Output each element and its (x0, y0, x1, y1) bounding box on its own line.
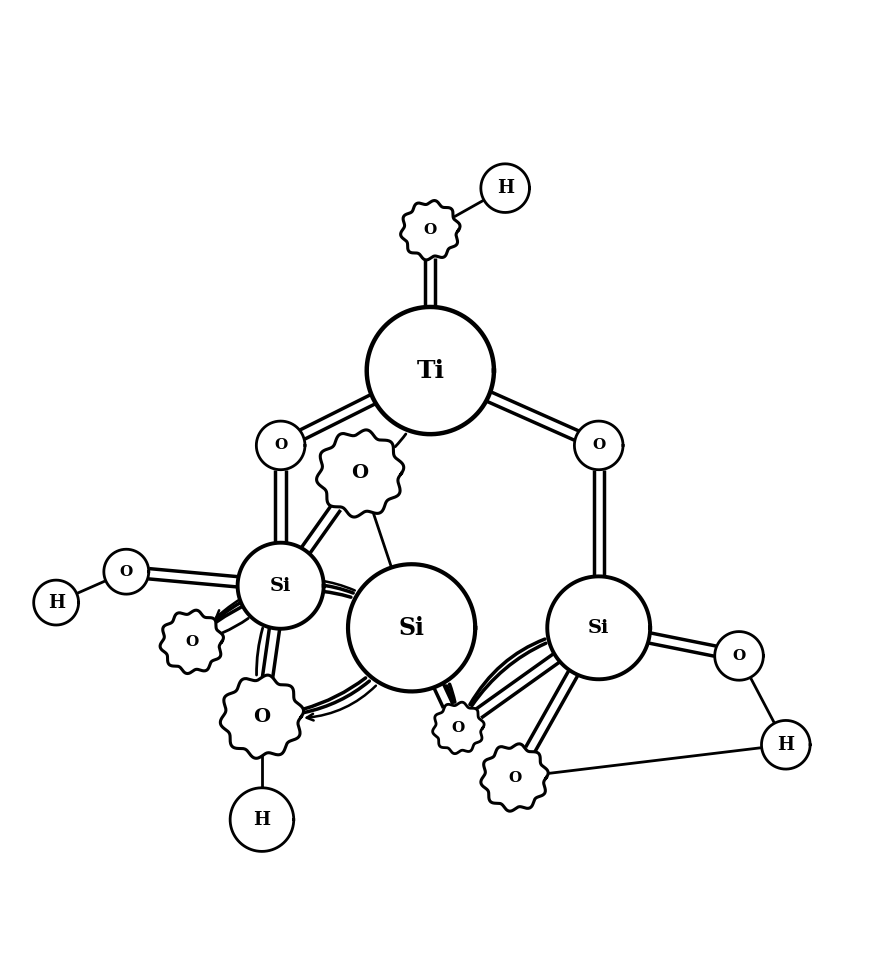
Polygon shape (367, 307, 494, 434)
Text: O: O (592, 439, 605, 452)
Polygon shape (432, 702, 483, 754)
Text: H: H (496, 179, 513, 197)
Text: H: H (776, 736, 793, 754)
FancyArrowPatch shape (216, 591, 350, 622)
Text: O: O (451, 721, 464, 735)
Polygon shape (316, 430, 403, 517)
Text: O: O (253, 708, 270, 725)
Polygon shape (481, 744, 547, 811)
Polygon shape (547, 576, 649, 680)
Polygon shape (760, 721, 809, 769)
FancyArrowPatch shape (471, 644, 545, 706)
FancyArrowPatch shape (307, 685, 375, 721)
Polygon shape (230, 788, 294, 851)
FancyArrowPatch shape (216, 579, 355, 617)
Text: O: O (274, 439, 287, 452)
Polygon shape (256, 421, 305, 470)
FancyArrowPatch shape (469, 639, 544, 705)
FancyArrowPatch shape (395, 434, 405, 447)
Text: Si: Si (398, 616, 424, 640)
Polygon shape (237, 543, 323, 629)
Text: H: H (48, 594, 64, 611)
Text: O: O (507, 770, 521, 785)
Text: Ti: Ti (416, 359, 444, 382)
Polygon shape (400, 201, 460, 260)
Polygon shape (481, 164, 529, 213)
Polygon shape (220, 675, 303, 759)
Text: Si: Si (269, 577, 291, 595)
Polygon shape (714, 632, 762, 681)
FancyArrowPatch shape (449, 684, 454, 702)
FancyArrowPatch shape (303, 678, 365, 709)
FancyArrowPatch shape (215, 584, 353, 620)
Text: O: O (351, 464, 368, 483)
FancyArrowPatch shape (447, 686, 452, 703)
Text: Si: Si (587, 619, 608, 637)
Text: O: O (423, 223, 436, 237)
FancyArrowPatch shape (303, 682, 369, 713)
Text: O: O (732, 649, 745, 663)
FancyArrowPatch shape (256, 628, 262, 675)
Text: H: H (253, 810, 270, 829)
Polygon shape (103, 549, 149, 594)
Polygon shape (574, 421, 622, 470)
FancyArrowPatch shape (222, 618, 248, 633)
Polygon shape (348, 565, 474, 691)
Polygon shape (34, 580, 78, 625)
Text: O: O (185, 635, 198, 648)
Text: O: O (120, 565, 133, 579)
Polygon shape (160, 610, 223, 674)
